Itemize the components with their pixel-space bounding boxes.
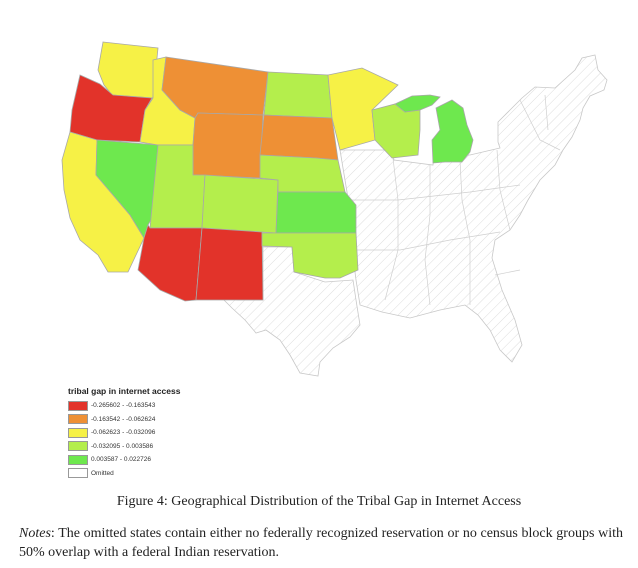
state-central-east <box>339 54 608 363</box>
state-south-dakota <box>259 114 339 161</box>
notes-label: Notes <box>19 526 51 541</box>
legend-item: Omitted <box>68 467 180 481</box>
legend-label: 0.003587 - 0.022726 <box>91 456 151 464</box>
legend-label: -0.032095 - 0.003586 <box>91 442 154 450</box>
legend-swatch <box>68 468 88 479</box>
state-new-mexico <box>195 227 264 301</box>
figure-notes: Notes: The omitted states contain either… <box>19 524 623 562</box>
legend-item: -0.163542 - -0.062624 <box>68 413 180 427</box>
legend-swatch <box>68 414 88 425</box>
state-kansas <box>275 191 357 234</box>
state-borders <box>345 94 561 306</box>
state-oklahoma <box>261 232 359 279</box>
legend-swatch <box>68 441 88 452</box>
state-arizona <box>137 224 203 302</box>
legend-item: -0.062623 - -0.032096 <box>68 426 180 440</box>
legend-label: -0.265602 - -0.163543 <box>91 402 156 410</box>
state-texas <box>220 246 361 377</box>
legend-title: tribal gap in internet access <box>68 386 181 396</box>
legend-label: -0.163542 - -0.062624 <box>91 415 156 423</box>
legend-swatch <box>68 427 88 438</box>
legend-item: -0.032095 - 0.003586 <box>68 440 180 454</box>
legend-swatch <box>68 454 88 465</box>
state-wyoming <box>192 112 264 179</box>
us-states-map <box>61 41 608 377</box>
legend-item: -0.265602 - -0.163543 <box>68 399 180 413</box>
map-legend: tribal gap in internet access -0.265602 … <box>68 386 180 480</box>
legend-swatch <box>68 400 88 411</box>
notes-text: : The omitted states contain either no f… <box>19 526 623 560</box>
state-colorado <box>201 174 279 234</box>
state-north-dakota <box>263 71 333 119</box>
figure-caption: Figure 4: Geographical Distribution of t… <box>116 494 522 509</box>
legend-label: -0.062623 - -0.032096 <box>91 429 156 437</box>
omitted-states <box>220 54 608 377</box>
state-michigan <box>394 94 474 164</box>
legend-label: Omitted <box>91 469 114 477</box>
legend-item: 0.003587 - 0.022726 <box>68 453 180 467</box>
